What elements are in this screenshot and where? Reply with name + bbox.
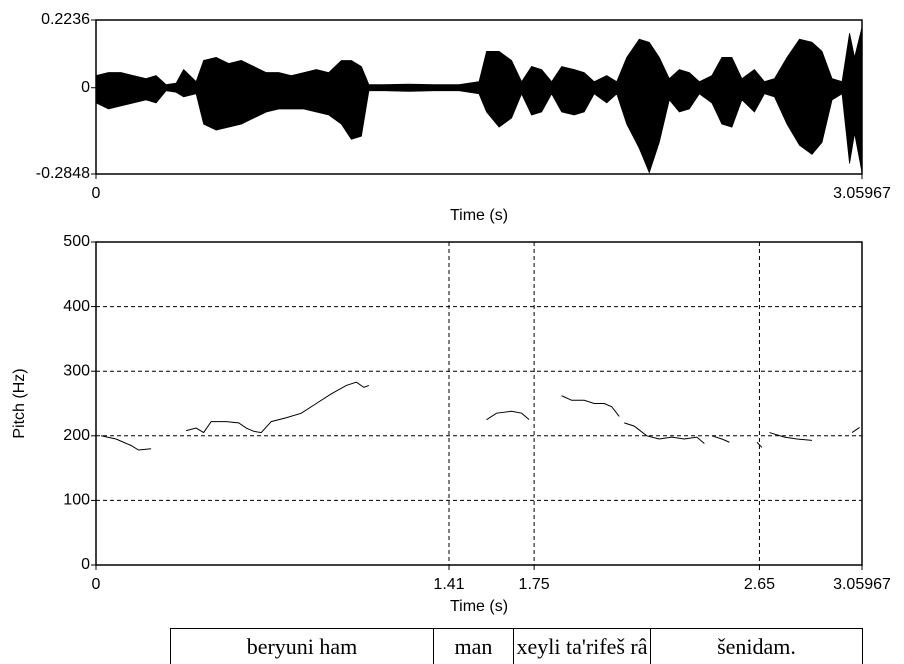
waveform-envelope [95,27,863,89]
interval: beryuni ham [170,628,434,664]
plot-frame [95,19,863,175]
y-tick-label: 500 [63,233,90,250]
x-tick-label: 1.75 [519,576,550,593]
y-axis-label: Pitch (Hz) [11,368,28,438]
plot-frame [95,241,863,566]
x-axis-label: Time (s) [450,207,508,224]
y-tick-label: 400 [63,298,90,315]
interval: man [433,628,514,664]
x-tick-label: 2.65 [744,576,775,593]
x-tick-label: 3.05967 [833,576,891,593]
y-tick-label: 0.2236 [41,11,90,28]
y-tick-label: 100 [63,492,90,509]
pitch-line [100,381,860,451]
waveform-envelope [95,87,863,174]
interval: šenidam. [650,628,863,664]
interval: xeyli ta'rifeš râ [513,628,651,664]
y-tick-label: 0 [81,556,90,573]
text-grid: beryuni ham man xeyli ta'rifeš râ šenida… [170,628,863,664]
y-tick-label: 300 [63,362,90,379]
y-tick-label: -0.2848 [36,165,90,182]
x-tick-label: 0 [92,576,101,593]
y-tick-label: 0 [81,79,90,96]
x-tick-label: 3.05967 [833,185,891,202]
x-axis-label: Time (s) [450,598,508,615]
x-tick-label: 1.41 [433,576,464,593]
x-tick-label: 0 [92,185,101,202]
y-tick-label: 200 [63,427,90,444]
